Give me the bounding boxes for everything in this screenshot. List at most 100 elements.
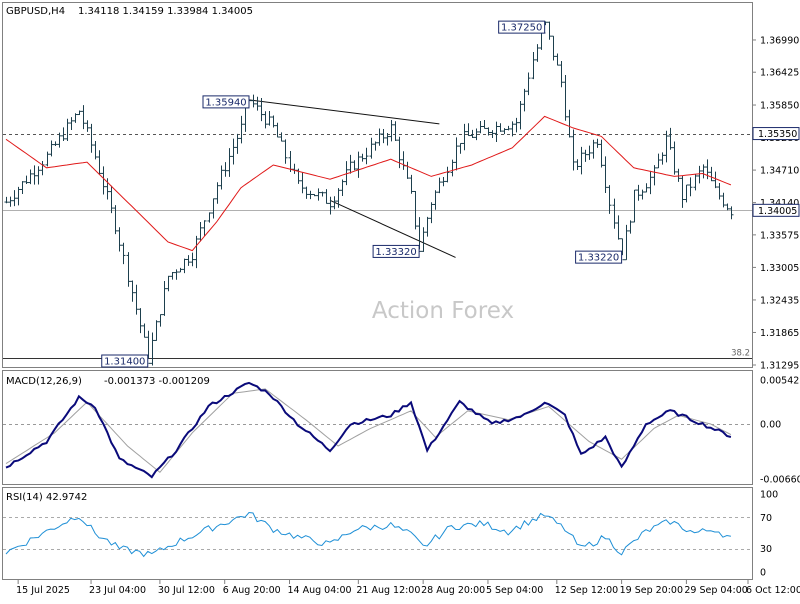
price-bar [28,169,33,185]
price-bar [49,140,54,157]
price-bar [320,191,325,197]
price-bar [603,156,608,194]
price-bar [36,166,41,185]
price-annotation-box [202,95,250,109]
price-bar [202,220,207,236]
price-bar [154,320,159,341]
price-bar [575,159,580,170]
price-bar [267,111,272,126]
price-bar [364,147,369,165]
price-bar [182,258,187,274]
key-level-marker-1: 1.34005 [752,203,800,217]
x-axis-label: 23 Jul 04:00 [89,585,146,596]
price-bar [109,185,114,214]
price-bar [332,196,337,210]
price-bar [138,308,143,334]
price-annotation-label: 1.33220 [578,253,619,264]
price-bar [178,267,183,273]
price-annotation-label: 1.37250 [501,23,542,34]
price-bar [61,127,66,142]
price-bar [429,202,434,224]
price-annotation: 1.33220 [575,250,623,264]
price-bar [413,190,418,230]
price-bar [559,61,564,88]
price-bar [89,123,94,153]
price-bar [373,141,378,151]
price-bar [20,181,25,195]
price-annotation-box [575,250,623,264]
x-axis-label: 28 Aug 20:00 [421,585,485,596]
price-bar [607,185,612,214]
price-bar [526,72,531,96]
price-bar [640,189,645,200]
rsi-line [5,511,731,558]
price-bar [121,242,126,265]
price-axis-label: 1.32435 [760,295,799,306]
price-bar [16,186,21,206]
price-bar [231,138,236,165]
price-axis-label: 1.33575 [760,230,799,241]
price-bar [126,252,131,287]
price-bar [271,115,276,128]
price-bar [725,203,730,211]
price-bar [579,146,584,175]
price-bar [174,269,179,280]
price-bar [73,113,78,123]
x-axis-label: 5 Sep 04:00 [486,585,543,596]
price-annotation-label: 1.31400 [104,357,145,368]
trendline-0 [248,99,440,125]
price-bar [101,166,106,195]
price-bar [328,196,333,215]
price-axis-label: 1.31295 [760,361,799,372]
price-bar [81,105,86,130]
x-axis-label: 12 Sep 12:00 [555,585,618,596]
price-bar [369,137,374,159]
price-bar [65,118,70,141]
price-bar [207,212,212,223]
rsi-legend-name: RSI(14) [6,492,43,503]
price-bar [32,165,37,185]
price-bar [344,161,349,186]
price-bar [445,166,450,183]
price-bar [656,153,661,169]
price-pane [2,2,753,368]
price-bar [591,139,596,159]
price-bar [117,227,122,252]
price-bar [417,217,422,252]
price-bar [478,121,483,134]
price-bar [308,190,313,200]
price-bar [4,196,9,204]
price-bar [186,255,191,266]
price-bar [462,123,467,151]
price-bar [454,137,459,171]
price-bar [389,119,394,142]
price-annotation-label: 1.33320 [375,247,416,258]
price-bar [713,171,718,189]
price-bar [680,175,685,208]
price-bar [595,138,600,148]
price-axis-label: 1.31865 [760,328,799,339]
price-bar [150,332,155,366]
price-bar [693,174,698,191]
price-bar [53,141,58,146]
price-annotation-box [498,20,546,34]
price-bar [531,51,536,80]
x-axis-label: 15 Jul 2025 [16,585,70,596]
price-bar [636,184,641,201]
price-bar [385,133,390,146]
macd-line [5,381,732,479]
price-bar [676,168,681,182]
price-bar [567,109,572,138]
price-bar [356,151,361,178]
price-bar [97,150,102,175]
moving-average-line [5,115,732,252]
price-bar [381,128,386,144]
macd-axis-label: 0.005427 [760,376,800,387]
price-bar [324,189,329,204]
price-bar [514,117,519,133]
rsi-axis-label: 100 [760,490,778,501]
price-bar [506,125,511,131]
price-bar [348,154,353,174]
x-axis-label: 19 Sep 20:00 [620,585,683,596]
